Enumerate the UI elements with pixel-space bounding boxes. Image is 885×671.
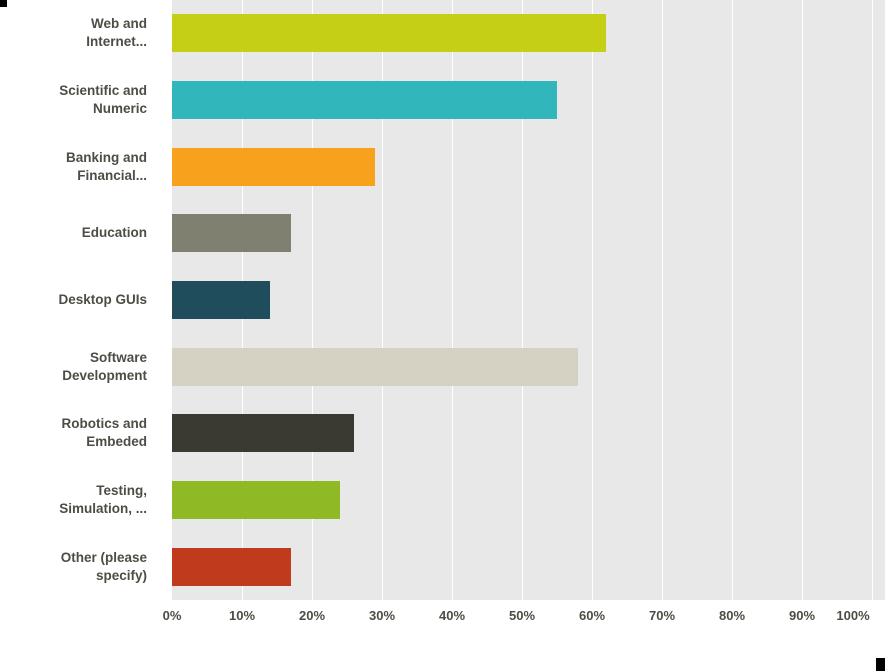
chart-row: Desktop GUIs — [0, 267, 885, 334]
bar-1 — [172, 80, 557, 119]
category-label-text: Education — [81, 225, 147, 241]
chart-row: Banking and Financial... — [0, 133, 885, 200]
category-label: Education — [0, 200, 160, 267]
category-label-text: Desktop GUIs — [58, 291, 147, 307]
x-tick-label: 80% — [718, 608, 746, 623]
gridline-100% — [872, 0, 873, 600]
category-label: Desktop GUIs — [0, 267, 160, 334]
x-tick-label: 60% — [578, 608, 606, 623]
bar-4 — [172, 280, 270, 319]
category-label-text: Scientific and Numeric — [59, 82, 147, 116]
chart-rows: Web and Internet... Scientific and Numeri… — [0, 0, 885, 600]
x-tick-label: 30% — [368, 608, 396, 623]
gridline-40% — [452, 0, 453, 600]
corner-artifact-bottom-right — [876, 658, 885, 671]
chart-row: Other (please specify) — [0, 533, 885, 600]
gridline-80% — [732, 0, 733, 600]
x-tick-label: 10% — [228, 608, 256, 623]
gridline-90% — [802, 0, 803, 600]
chart-row: Robotics and Embeded — [0, 400, 885, 467]
category-label-text: Banking and Financial... — [65, 149, 147, 183]
corner-artifact-top-left — [0, 0, 7, 7]
category-label: Testing, Simulation, ... — [0, 467, 160, 534]
x-tick-label: 0% — [162, 608, 182, 623]
x-tick-label: 20% — [298, 608, 326, 623]
gridline-20% — [312, 0, 313, 600]
category-label: Banking and Financial... — [0, 133, 160, 200]
gridline-70% — [662, 0, 663, 600]
chart-row: Software Development — [0, 333, 885, 400]
bar-5 — [172, 347, 578, 386]
x-tick-label: 40% — [438, 608, 466, 623]
bar-0 — [172, 14, 606, 53]
category-label: Software Development — [0, 333, 160, 400]
category-label-text: Testing, Simulation, ... — [59, 482, 147, 516]
category-label-text: Robotics and Embeded — [61, 416, 147, 450]
x-tick-label: 90% — [788, 608, 816, 623]
chart-row: Testing, Simulation, ... — [0, 467, 885, 534]
category-label: Robotics and Embeded — [0, 400, 160, 467]
category-label-text: Web and Internet... — [86, 16, 147, 50]
chart-row: Scientific and Numeric — [0, 67, 885, 134]
chart-row: Web and Internet... — [0, 0, 885, 67]
category-label-text: Other (please specify) — [60, 549, 147, 583]
x-tick-label: 50% — [508, 608, 536, 623]
bar-8 — [172, 547, 291, 586]
x-axis: 0% 10% 20% 30% 40% 50% 60% 70% 80% 90% 100% — [0, 608, 885, 632]
chart-row: Education — [0, 200, 885, 267]
gridline-50% — [522, 0, 523, 600]
x-tick-label: 70% — [648, 608, 676, 623]
bar-2 — [172, 147, 375, 186]
gridline-60% — [592, 0, 593, 600]
bar-7 — [172, 480, 340, 519]
category-label: Scientific and Numeric — [0, 67, 160, 134]
bar-6 — [172, 414, 354, 453]
bar-3 — [172, 214, 291, 253]
category-label-text: Software Development — [62, 349, 147, 383]
category-label: Other (please specify) — [0, 533, 160, 600]
category-label: Web and Internet... — [0, 0, 160, 67]
x-tick-label: 100% — [836, 608, 870, 623]
gridline-30% — [382, 0, 383, 600]
